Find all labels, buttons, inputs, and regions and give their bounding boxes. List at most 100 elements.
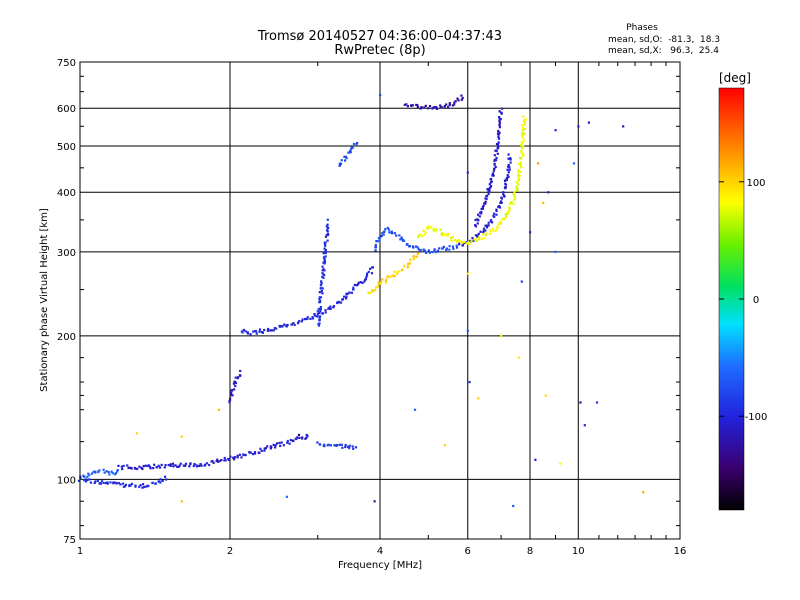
data-point <box>93 481 96 484</box>
data-point <box>508 207 511 210</box>
data-point <box>367 270 370 273</box>
data-point <box>295 437 298 441</box>
data-point <box>113 473 116 476</box>
data-point <box>159 481 162 484</box>
data-point <box>178 464 181 467</box>
data-point <box>233 456 237 459</box>
data-point <box>115 482 118 485</box>
data-point <box>322 276 325 279</box>
data-point <box>266 445 269 448</box>
data-point <box>518 178 521 181</box>
data-point <box>110 470 113 473</box>
data-point <box>480 210 483 214</box>
data-point <box>252 330 255 333</box>
data-point <box>427 107 430 110</box>
data-point <box>507 157 510 160</box>
y-tick-label: 200 <box>57 332 76 343</box>
data-point <box>350 148 353 151</box>
data-point <box>497 147 500 150</box>
data-point <box>297 433 301 436</box>
data-point <box>371 266 374 269</box>
data-point <box>92 470 95 473</box>
data-point <box>382 231 385 234</box>
data-point <box>522 145 525 148</box>
data-point <box>274 446 277 449</box>
data-point <box>450 237 453 240</box>
data-point <box>142 483 145 486</box>
data-point <box>346 445 350 448</box>
data-point <box>337 300 340 303</box>
data-point <box>280 441 283 444</box>
data-point <box>512 504 515 508</box>
data-point <box>272 443 275 446</box>
data-point <box>517 356 521 359</box>
data-point <box>395 234 398 237</box>
data-point <box>99 482 102 485</box>
data-point <box>415 245 418 248</box>
data-point <box>406 105 409 108</box>
data-point <box>286 441 289 444</box>
data-point <box>485 197 488 200</box>
data-point <box>184 464 187 467</box>
data-point <box>244 454 247 457</box>
data-point <box>83 479 86 482</box>
data-point <box>88 478 91 481</box>
data-point <box>263 447 266 450</box>
data-point <box>487 224 490 227</box>
data-point <box>372 289 375 292</box>
data-point <box>373 500 376 503</box>
data-point <box>180 435 183 438</box>
data-point <box>238 453 242 456</box>
data-point <box>279 325 282 328</box>
data-point <box>323 241 326 244</box>
data-point <box>124 485 127 488</box>
data-point <box>359 281 362 284</box>
data-point <box>153 463 156 466</box>
data-point <box>338 164 341 167</box>
data-point <box>146 464 149 468</box>
data-point <box>455 244 458 247</box>
data-point <box>169 464 172 467</box>
data-point <box>393 270 396 273</box>
data-point <box>377 285 380 288</box>
data-point <box>85 480 88 483</box>
data-point <box>357 283 360 286</box>
y-tick-label: 75 <box>63 535 76 546</box>
data-point <box>348 447 351 450</box>
data-point <box>399 238 402 241</box>
data-point <box>521 132 524 135</box>
data-point <box>105 481 108 485</box>
data-point <box>466 241 469 244</box>
data-point <box>318 291 321 294</box>
data-point <box>410 104 413 107</box>
data-point <box>320 286 323 289</box>
data-point <box>114 472 118 475</box>
data-point <box>491 172 494 175</box>
data-point <box>100 480 104 483</box>
data-point <box>324 250 327 253</box>
data-point <box>94 480 97 483</box>
x-tick-label: 6 <box>465 546 471 557</box>
data-point <box>461 96 464 100</box>
data-point <box>77 479 80 482</box>
data-point <box>249 451 252 454</box>
data-point <box>504 178 507 181</box>
data-point <box>344 445 347 449</box>
data-point <box>496 152 499 155</box>
colorbar-tick-label: 100 <box>746 178 765 189</box>
data-point <box>318 311 321 314</box>
data-point <box>374 246 377 249</box>
data-point <box>439 105 442 109</box>
data-point <box>519 170 522 173</box>
data-point <box>323 445 326 448</box>
data-point <box>502 218 505 221</box>
data-point <box>520 166 523 169</box>
data-point <box>452 247 455 250</box>
data-point <box>406 266 409 269</box>
data-point <box>377 282 380 285</box>
data-point <box>502 193 505 196</box>
data-point <box>522 153 525 156</box>
data-point <box>456 241 459 244</box>
data-point <box>507 175 510 178</box>
data-point <box>230 389 233 392</box>
